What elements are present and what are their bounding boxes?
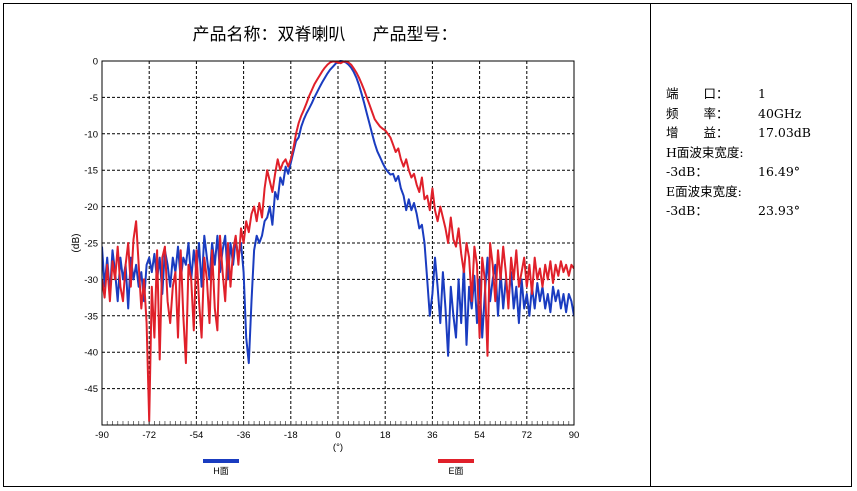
x-axis-label: (°) (333, 442, 343, 453)
frequency-label: 频 率： (666, 105, 729, 121)
x-tick-label: -90 (95, 430, 109, 441)
x-tick-label: 72 (522, 430, 533, 441)
y-tick-label: 0 (93, 57, 98, 68)
y-tick-label: -20 (84, 202, 98, 213)
y-tick-label: -5 (90, 93, 98, 104)
port-row: 端 口： 1 (666, 84, 811, 104)
x-tick-label: 0 (335, 430, 340, 441)
gain-label: 增 益： (666, 125, 729, 140)
e-beamwidth-heading: E面波束宽度: (666, 183, 742, 199)
x-tick-label: 36 (427, 430, 438, 441)
legend-h-plane-label: H面 (213, 466, 229, 476)
e-beamwidth-row: -3dB： 23.93° (666, 201, 811, 221)
x-tick-label: -36 (237, 430, 251, 441)
y-tick-label: -25 (84, 239, 98, 250)
x-tick-label: -18 (284, 430, 298, 441)
x-tick-label: -72 (142, 430, 156, 441)
axes: -90 -72 -54 -36 -18 0 18 36 54 72 90 0 -5 -10 -15 -20 -2… (71, 57, 579, 454)
x-tick-label: 90 (569, 430, 580, 441)
e-plane-line (102, 60, 574, 423)
gain-value: 17.03dB (758, 125, 811, 140)
chart-title: 产品名称：双脊喇叭 产品型号： (192, 25, 458, 45)
antenna-info-panel: 端 口： 1 频 率： 40GHz 增 益： 17.03dB H面波束宽度: -3dB… (666, 84, 811, 221)
legend-h-plane-swatch (203, 459, 239, 463)
frequency-value: 40GHz (758, 105, 802, 121)
legend-e-plane-label: E面 (448, 466, 463, 476)
h-beamwidth-heading: H面波束宽度: (666, 144, 744, 160)
y-tick-label: -10 (84, 129, 98, 140)
series-lines (102, 60, 574, 423)
h-beamwidth-label: -3dB： (666, 164, 708, 179)
port-value: 1 (758, 86, 766, 101)
y-tick-label: -15 (84, 166, 98, 177)
y-tick-label: -35 (84, 311, 98, 322)
grid (102, 61, 574, 425)
page-frame (3, 3, 852, 487)
x-tick-label: 54 (474, 430, 485, 441)
x-tick-label: -54 (190, 430, 204, 441)
gain-row: 增 益： 17.03dB (666, 123, 811, 143)
h-beamwidth-row: -3dB： 16.49° (666, 162, 811, 182)
port-label: 端 口： (666, 86, 729, 101)
y-tick-label: -40 (84, 348, 98, 359)
e-beamwidth-value: 23.93° (758, 203, 801, 218)
plot-border (101, 60, 575, 426)
column-divider (650, 3, 651, 487)
h-beamwidth-value: 16.49° (758, 164, 801, 179)
e-beamwidth-label: -3dB： (666, 203, 708, 218)
legend: H面 E面 (203, 459, 474, 476)
y-tick-label: -30 (84, 275, 98, 286)
legend-e-plane-swatch (438, 459, 474, 463)
x-tick-label: 18 (380, 430, 391, 441)
frequency-row: 频 率： 40GHz (666, 104, 811, 124)
radiation-pattern-chart: -90 -72 -54 -36 -18 0 18 36 54 72 90 0 -5 -10 -15 -20 -2… (71, 57, 579, 477)
y-tick-label: -45 (84, 384, 98, 395)
y-axis-label: (dB) (71, 234, 82, 253)
